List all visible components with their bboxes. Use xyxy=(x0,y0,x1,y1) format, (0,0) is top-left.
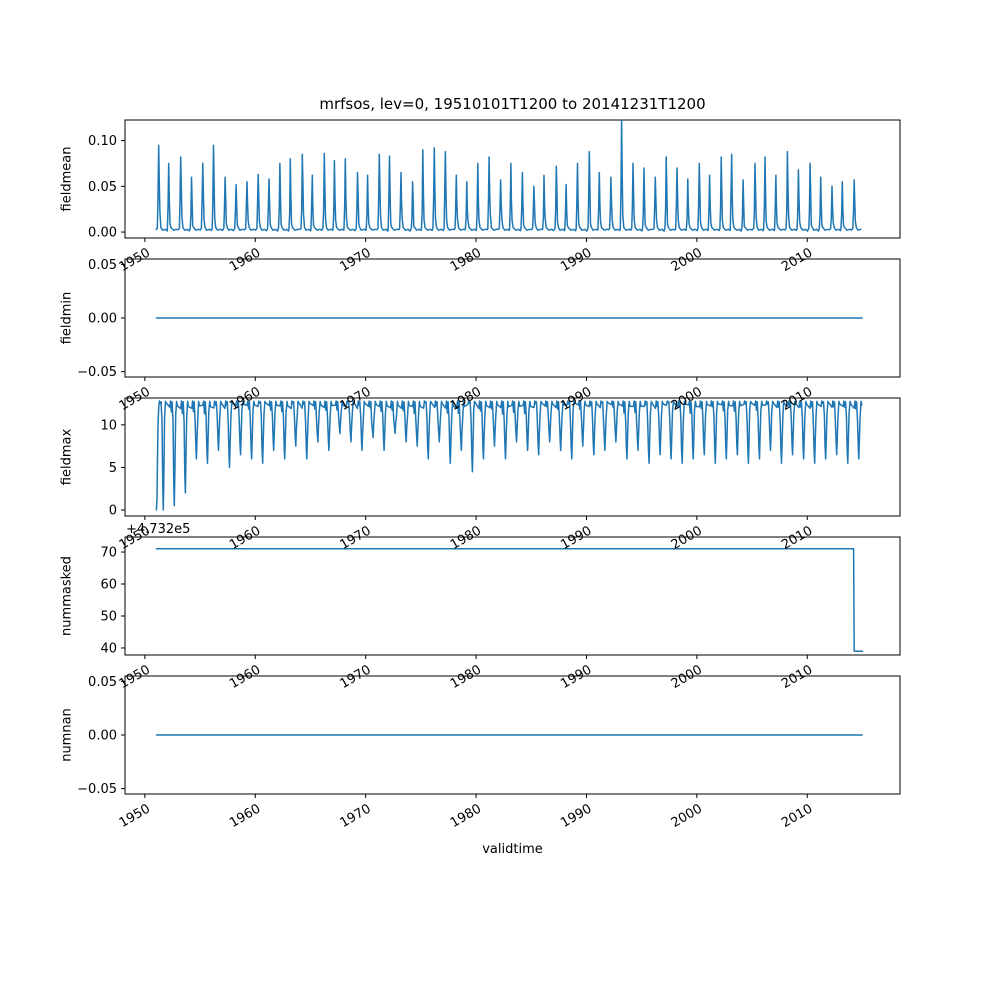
x-tick-label: 1980 xyxy=(448,384,484,414)
y-tick-label: 70 xyxy=(100,546,117,561)
x-tick-label: 1980 xyxy=(448,801,484,831)
fieldmax-series-line xyxy=(155,400,863,511)
subplot-fieldmean xyxy=(121,119,901,242)
tick-labels: 0.00 0.05 0.10 1950 1960 1970 1980 1990 2000 2010… xyxy=(77,134,815,831)
subplot-nummasked xyxy=(121,536,901,659)
y-tick-label: −0.05 xyxy=(77,782,117,797)
y-tick-label: 10 xyxy=(100,418,117,433)
y-axis-label-numnan: numnan xyxy=(59,708,75,762)
x-tick-label: 2000 xyxy=(669,384,705,414)
x-tick-label: 1970 xyxy=(338,662,374,692)
x-tick-label: 1990 xyxy=(558,384,594,414)
x-tick-label: 1950 xyxy=(117,662,153,692)
y-tick-label: 0.05 xyxy=(88,180,117,195)
y-axis-label-fieldmax: fieldmax xyxy=(59,428,75,486)
y-tick-label: 0 xyxy=(109,504,117,519)
x-tick-label: 1960 xyxy=(227,801,263,831)
axes-frame xyxy=(124,119,901,239)
figure-title: mrfsos, lev=0, 19510101T1200 to 20141231… xyxy=(319,95,706,113)
y-axis-offset-text: +4.732e5 xyxy=(126,522,191,537)
y-tick-label: 60 xyxy=(100,578,117,593)
x-tick-label: 2000 xyxy=(669,801,705,831)
y-tick-label: 0.00 xyxy=(88,312,117,327)
x-tick-label: 1950 xyxy=(117,801,153,831)
y-tick-label: 5 xyxy=(109,461,117,476)
x-tick-label: 1980 xyxy=(448,662,484,692)
subplot-numnan xyxy=(121,675,901,798)
x-tick-label: 2010 xyxy=(779,245,815,275)
x-tick-label: 1970 xyxy=(338,245,374,275)
y-axis-label-fieldmin: fieldmin xyxy=(59,291,75,345)
y-tick-label: 50 xyxy=(100,610,117,625)
y-tick-label: 0.00 xyxy=(88,729,117,744)
x-tick-label: 1950 xyxy=(117,384,153,414)
x-tick-label: 1970 xyxy=(338,801,374,831)
subplot-fieldmax xyxy=(121,397,901,520)
subplot-fieldmin xyxy=(121,258,901,381)
x-tick-label: 2010 xyxy=(779,384,815,414)
x-tick-label: 2000 xyxy=(669,662,705,692)
x-tick-label: 1960 xyxy=(227,245,263,275)
x-tick-label: 1950 xyxy=(117,245,153,275)
y-tick-label: 0.05 xyxy=(88,675,117,690)
x-tick-label: 1990 xyxy=(558,801,594,831)
x-tick-label: 2010 xyxy=(779,662,815,692)
y-tick-label: 0.05 xyxy=(88,258,117,273)
y-tick-label: 0.10 xyxy=(88,134,117,149)
x-tick-label: 2010 xyxy=(779,801,815,831)
axes-frame xyxy=(124,397,901,517)
fieldmean-series-line xyxy=(155,119,862,232)
x-tick-label: 1960 xyxy=(227,384,263,414)
x-tick-label: 1960 xyxy=(227,662,263,692)
y-tick-label: −0.05 xyxy=(77,365,117,380)
x-tick-label: 1990 xyxy=(558,245,594,275)
axes-frame xyxy=(124,536,901,656)
x-tick-label: 1970 xyxy=(338,384,374,414)
x-tick-label: 1990 xyxy=(558,662,594,692)
nummasked-series-line xyxy=(155,548,864,652)
x-axis-label: validtime xyxy=(482,842,543,857)
y-tick-label: 40 xyxy=(100,642,117,657)
y-axis-label-fieldmean: fieldmean xyxy=(59,146,75,212)
y-axis-label-nummasked: nummasked xyxy=(59,556,75,636)
y-tick-label: 0.00 xyxy=(88,226,117,241)
x-tick-label: 1980 xyxy=(448,245,484,275)
x-tick-label: 2000 xyxy=(669,245,705,275)
